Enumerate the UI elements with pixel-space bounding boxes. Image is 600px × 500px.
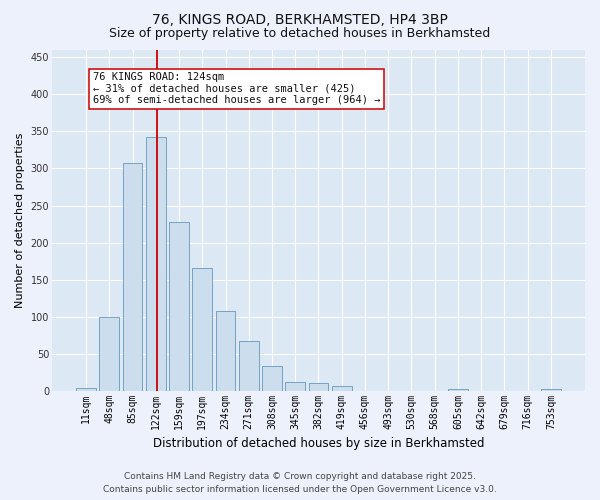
Bar [308, 383, 328, 390]
Text: Contains HM Land Registry data © Crown copyright and database right 2025.
Contai: Contains HM Land Registry data © Crown c… [103, 472, 497, 494]
X-axis label: Distribution of detached houses by size in Berkhamsted: Distribution of detached houses by size … [153, 437, 484, 450]
Bar [541, 389, 561, 390]
Bar [332, 386, 352, 390]
Bar [215, 310, 235, 390]
Bar [100, 316, 119, 390]
Bar [76, 388, 96, 390]
Bar [122, 162, 142, 390]
Y-axis label: Number of detached properties: Number of detached properties [15, 132, 25, 308]
Bar [169, 222, 189, 390]
Bar [193, 268, 212, 390]
Bar [146, 138, 166, 390]
Bar [239, 341, 259, 390]
Text: 76, KINGS ROAD, BERKHAMSTED, HP4 3BP: 76, KINGS ROAD, BERKHAMSTED, HP4 3BP [152, 12, 448, 26]
Bar [448, 389, 468, 390]
Text: 76 KINGS ROAD: 124sqm
← 31% of detached houses are smaller (425)
69% of semi-det: 76 KINGS ROAD: 124sqm ← 31% of detached … [93, 72, 380, 106]
Bar [262, 366, 282, 390]
Text: Size of property relative to detached houses in Berkhamsted: Size of property relative to detached ho… [109, 28, 491, 40]
Bar [286, 382, 305, 390]
